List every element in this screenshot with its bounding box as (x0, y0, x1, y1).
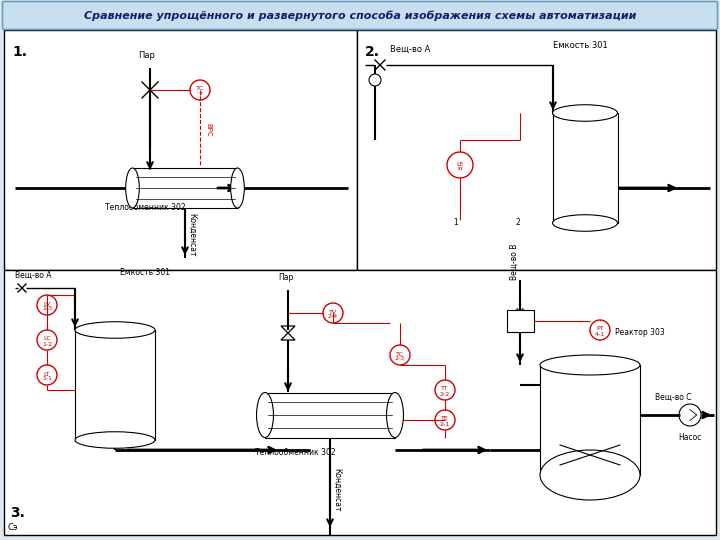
Text: Реактор 303: Реактор 303 (615, 328, 665, 337)
Text: 2-4: 2-4 (328, 314, 338, 320)
Text: 2.: 2. (365, 45, 380, 59)
Text: 2: 2 (515, 218, 520, 227)
Text: Теплообменник 302: Теплообменник 302 (255, 448, 336, 457)
Text: Сэ: Сэ (7, 523, 17, 532)
Text: Вещ-во А: Вещ-во А (15, 271, 52, 280)
Ellipse shape (230, 168, 244, 208)
Text: 3.: 3. (10, 506, 25, 520)
Bar (552, 113, 618, 223)
Text: Вещ-во С: Вещ-во С (655, 393, 691, 402)
Ellipse shape (126, 168, 140, 208)
Ellipse shape (75, 432, 155, 448)
Bar (507, 310, 534, 332)
Text: Вещ-во В: Вещ-во В (510, 244, 519, 280)
Ellipse shape (552, 215, 618, 231)
Text: 1.: 1. (12, 45, 27, 59)
Text: TE: TE (441, 416, 449, 422)
Ellipse shape (75, 322, 155, 338)
Text: 1-2: 1-2 (42, 341, 52, 347)
Bar (132, 168, 238, 208)
Text: LE: LE (456, 161, 464, 166)
Bar (540, 365, 640, 475)
Text: Пар: Пар (138, 51, 155, 60)
Text: 2-3: 2-3 (395, 356, 405, 361)
Text: ВРС: ВРС (205, 123, 211, 137)
Ellipse shape (256, 393, 274, 437)
Text: 2-2: 2-2 (440, 392, 450, 396)
Text: Емкость 301: Емкость 301 (553, 41, 608, 50)
Text: lα: lα (457, 166, 463, 172)
Bar (75, 330, 155, 440)
Ellipse shape (540, 450, 640, 500)
Text: Теплообменник 302: Теплообменник 302 (105, 203, 186, 212)
Text: Вещ-во А: Вещ-во А (390, 45, 431, 54)
Ellipse shape (540, 355, 640, 375)
Text: LV: LV (43, 301, 50, 307)
Text: Пар: Пар (278, 273, 293, 282)
Text: ТС: ТС (196, 86, 204, 91)
Text: LC: LC (43, 336, 51, 341)
Bar (265, 393, 395, 437)
Text: 1: 1 (453, 218, 458, 227)
Text: LT: LT (44, 372, 50, 376)
Text: TC: TC (396, 352, 404, 356)
FancyBboxPatch shape (2, 2, 718, 30)
Text: Конденсат: Конденсат (332, 468, 341, 512)
Bar (4, 270, 716, 535)
Text: 4-1: 4-1 (595, 332, 605, 336)
Bar (357, 30, 716, 270)
Text: 1-3: 1-3 (42, 307, 52, 312)
Text: Конденсат: Конденсат (187, 213, 196, 256)
Text: Насос: Насос (678, 433, 702, 442)
Text: 1-1: 1-1 (42, 376, 52, 381)
Text: 7: 7 (198, 91, 202, 97)
Bar (4, 30, 357, 270)
Text: Емкость 301: Емкость 301 (120, 268, 170, 277)
Text: Сравнение упрощённого и развернутого способа изображения схемы автоматизации: Сравнение упрощённого и развернутого спо… (84, 11, 636, 21)
Text: TV: TV (329, 309, 337, 314)
Ellipse shape (387, 393, 403, 437)
Text: PT: PT (596, 327, 604, 332)
Text: 2-1: 2-1 (440, 422, 450, 427)
Ellipse shape (552, 105, 618, 122)
Text: TT: TT (441, 387, 449, 392)
